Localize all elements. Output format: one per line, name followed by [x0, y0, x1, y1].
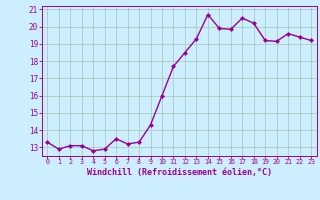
- X-axis label: Windchill (Refroidissement éolien,°C): Windchill (Refroidissement éolien,°C): [87, 168, 272, 177]
